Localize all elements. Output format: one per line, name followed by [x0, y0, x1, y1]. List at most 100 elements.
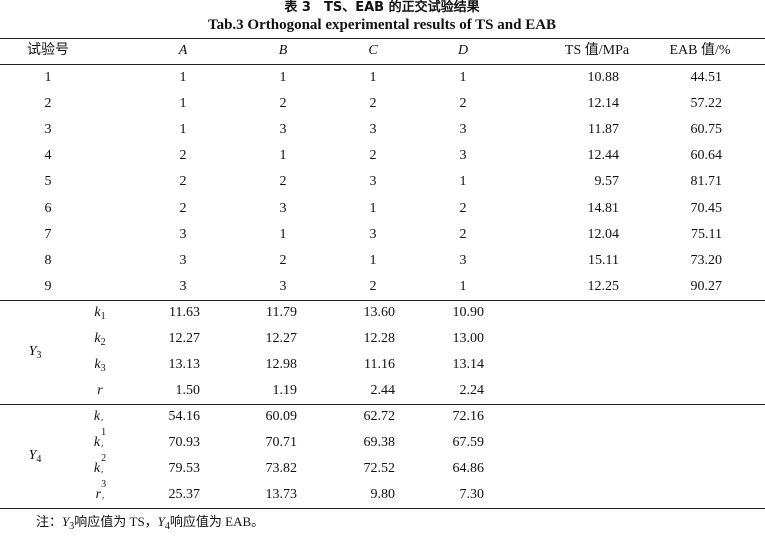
table-cell: 10.88 [587, 70, 620, 85]
group-sub: 3 [36, 350, 42, 361]
table-cell: 2 [44, 96, 52, 112]
table-cell: 3 [279, 278, 287, 294]
group-rule [0, 404, 765, 405]
prime-mark: ′ [101, 470, 104, 481]
stat-sub: 1 [101, 427, 107, 438]
table-cell: 3 [179, 252, 187, 268]
stat-value: 62.72 [363, 409, 396, 424]
table-cell: 2 [279, 96, 287, 112]
table-cell: 3 [459, 122, 467, 138]
table-cell: 12.44 [587, 148, 620, 164]
stat-sub: 2 [101, 453, 107, 464]
table-cell: 1 [459, 70, 467, 85]
prime-mark: ′ [101, 418, 104, 429]
table-cell: 1 [44, 70, 52, 85]
table-cell: 2 [459, 96, 467, 112]
table-cell: 2 [179, 148, 187, 164]
note-y3: Y [62, 514, 70, 529]
table-cell: 1 [279, 148, 287, 164]
group-name: Y [28, 344, 37, 359]
table-cell: 6 [44, 200, 52, 216]
table-cell: 75.11 [691, 226, 722, 242]
table-cell: 1 [279, 70, 287, 85]
stat-base: k [93, 435, 101, 450]
column-header: A [178, 43, 188, 58]
stat-value: 10.90 [452, 305, 485, 320]
table-cell: 11.87 [588, 122, 619, 138]
stat-base: k [93, 461, 101, 476]
stat-sub: 3 [101, 479, 107, 490]
table-cell: 1 [369, 70, 377, 85]
note-prefix: 注： [36, 514, 63, 529]
group-label: Y4 [29, 448, 42, 465]
group-sub: 4 [36, 454, 42, 465]
table-cell: 3 [44, 122, 52, 138]
table-cell: 3 [459, 252, 467, 268]
stat-value: 60.09 [265, 409, 298, 424]
table-cell: 3 [459, 148, 467, 164]
table-cell: 8 [44, 252, 52, 268]
table-title-cn: 表 3 TS、EAB 的正交试验结果 [284, 0, 480, 15]
table-cell: 14.81 [587, 200, 620, 216]
stat-sub: 1 [100, 311, 106, 322]
header-rule [0, 64, 765, 65]
bottom-rule [0, 508, 765, 509]
stat-value: 12.27 [168, 331, 201, 346]
table-cell: 3 [369, 174, 377, 190]
column-header: B [278, 43, 288, 58]
table-cell: 60.64 [690, 148, 723, 164]
stat-sub: 2 [100, 337, 106, 348]
table-cell: 4 [44, 148, 52, 164]
stat-value: 12.28 [363, 331, 396, 346]
stat-label: k3 [94, 357, 105, 374]
stat-value: 64.86 [452, 461, 485, 476]
table-note: 注：Y3响应值为 TS，Y4响应值为 EAB。 [36, 514, 264, 532]
table-cell: 5 [44, 174, 52, 190]
table-cell: 2 [279, 252, 287, 268]
stat-value: 67.59 [452, 435, 485, 450]
table-cell: 3 [369, 226, 377, 242]
stat-value: 70.93 [168, 435, 201, 450]
column-header: 试验号 [27, 43, 69, 58]
table-cell: 2 [369, 148, 377, 164]
stat-value: 72.16 [452, 409, 485, 424]
table-cell: 2 [369, 96, 377, 112]
table-cell: 60.75 [690, 122, 723, 138]
stat-value: 70.71 [265, 435, 298, 450]
stat-value: 13.00 [452, 331, 485, 346]
stat-value: 2.44 [370, 383, 396, 398]
table-cell: 9 [44, 278, 52, 294]
column-header: TS 值/MPa [564, 43, 630, 58]
table-cell: 2 [179, 200, 187, 216]
column-header: D [457, 43, 469, 58]
stat-label: k2 [94, 331, 105, 348]
stat-base: k [93, 409, 101, 424]
stat-value: 7.30 [459, 487, 485, 502]
stat-base: k [94, 331, 101, 346]
top-rule [0, 38, 765, 39]
table-cell: 1 [369, 200, 377, 216]
stat-label: k ′ 1 [93, 409, 107, 438]
stat-base: r [95, 487, 102, 502]
table-cell: 15.11 [588, 252, 619, 268]
stat-value: 25.37 [168, 487, 201, 502]
stat-value: 2.24 [459, 383, 485, 398]
stat-value: 79.53 [168, 461, 201, 476]
table-cell: 2 [369, 278, 377, 294]
stat-value: 54.16 [168, 409, 201, 424]
stat-label: r ′ [95, 487, 105, 507]
table-cell: 73.20 [690, 252, 723, 268]
table-cell: 7 [44, 226, 52, 242]
stat-value: 12.27 [265, 331, 298, 346]
stat-value: 73.82 [265, 461, 298, 476]
prime-mark: ′ [102, 496, 105, 507]
table-cell: 90.27 [690, 278, 723, 294]
table-cell: 57.22 [690, 96, 723, 112]
table-cell: 12.04 [587, 226, 620, 242]
stat-base: k [94, 357, 101, 372]
column-header: EAB 值/% [669, 43, 731, 58]
stat-value: 11.16 [364, 357, 395, 372]
table-cell: 9.57 [594, 174, 620, 190]
note-y3-sub: 3 [69, 521, 75, 532]
